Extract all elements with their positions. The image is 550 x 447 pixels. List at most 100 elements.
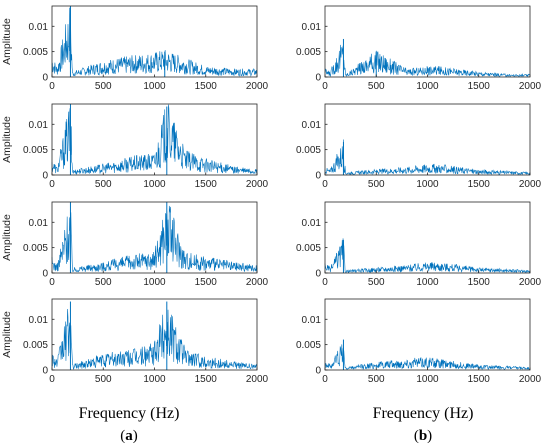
x-tick-label: 500 <box>368 179 385 190</box>
x-tick-label: 500 <box>368 277 385 288</box>
x-tick-label: 0 <box>49 81 55 92</box>
x-tick-label: 1000 <box>143 179 166 190</box>
y-tick-label: 0 <box>42 366 48 377</box>
axes-frame <box>324 298 531 371</box>
x-tick-label: 1000 <box>416 277 439 288</box>
y-tick-label: 0 <box>315 171 321 182</box>
x-tick-label: 0 <box>49 277 55 288</box>
spectrum-line <box>51 6 258 77</box>
y-axis-label: Amplitude <box>1 116 13 163</box>
spectrum-panel-b-1: 0 500 1000 1500 2000 0 0.005 0.01 <box>296 5 542 92</box>
y-tick-label: 0.01 <box>29 218 49 229</box>
spectrum-line <box>324 238 531 274</box>
x-tick-label: 1500 <box>468 179 491 190</box>
x-tick-label: 500 <box>95 277 112 288</box>
x-tick-label: 1000 <box>143 81 166 92</box>
x-tick-label: 500 <box>95 374 112 385</box>
x-tick-label: 500 <box>95 81 112 92</box>
x-tick-label: 1500 <box>195 179 218 190</box>
y-tick-label: 0.005 <box>296 47 321 58</box>
spectrum-line <box>324 139 531 176</box>
y-axis-label: Amplitude <box>1 311 13 358</box>
spectrum-panel-a-1: 0 500 1000 1500 2000 0 0.005 0.01 Amplitude <box>1 5 269 92</box>
y-tick-label: 0.01 <box>302 315 322 326</box>
x-tick-label: 1000 <box>416 179 439 190</box>
y-tick-label: 0.005 <box>296 145 321 156</box>
y-tick-label: 0.005 <box>23 243 48 254</box>
x-tick-label: 500 <box>368 81 385 92</box>
axes-frame <box>51 103 258 176</box>
spectrum-line <box>51 205 258 273</box>
y-tick-label: 0 <box>315 269 321 280</box>
x-tick-label: 1500 <box>195 374 218 385</box>
y-axis-label: Amplitude <box>1 18 13 65</box>
y-tick-label: 0.01 <box>302 218 322 229</box>
x-tick-label: 1000 <box>143 374 166 385</box>
x-tick-label: 0 <box>49 179 55 190</box>
x-tick-label: 500 <box>95 179 112 190</box>
y-tick-label: 0.005 <box>23 47 48 58</box>
spectrum-line <box>51 104 258 176</box>
x-tick-label: 0 <box>322 179 328 190</box>
y-tick-label: 0.005 <box>23 145 48 156</box>
axes-frame <box>324 5 531 78</box>
spectrum-line <box>51 308 258 370</box>
y-tick-label: 0 <box>42 73 48 84</box>
spectrum-peaks <box>69 202 168 273</box>
x-tick-label: 2000 <box>246 179 269 190</box>
x-tick-label: 1000 <box>416 81 439 92</box>
x-tick-label: 1500 <box>468 81 491 92</box>
column-a-panel-label: (a) <box>120 428 138 444</box>
y-tick-label: 0.01 <box>29 120 49 131</box>
spectrum-panel-a-3: 0 500 1000 1500 2000 0 0.005 0.01 Amplitude <box>1 201 269 288</box>
x-tick-label: 1500 <box>195 81 218 92</box>
spectrum-line <box>324 44 531 78</box>
x-tick-label: 1000 <box>416 374 439 385</box>
x-tick-label: 0 <box>322 81 328 92</box>
y-tick-label: 0.01 <box>302 22 322 33</box>
x-tick-label: 0 <box>322 277 328 288</box>
spectrum-panel-b-4: 0 500 1000 1500 2000 0 0.005 0.01 <box>296 298 542 385</box>
spectrum-panel-b-3: 0 500 1000 1500 2000 0 0.005 0.01 <box>296 201 542 288</box>
x-tick-label: 500 <box>368 374 385 385</box>
y-tick-label: 0.005 <box>296 243 321 254</box>
column-b-xlabel: Frequency (Hz) <box>373 405 474 422</box>
spectrum-line <box>324 344 531 371</box>
spectrum-panel-a-2: 0 500 1000 1500 2000 0 0.005 0.01 Amplitude <box>1 103 269 190</box>
x-tick-label: 0 <box>49 374 55 385</box>
y-tick-label: 0 <box>315 73 321 84</box>
x-tick-label: 1500 <box>468 277 491 288</box>
x-tick-label: 2000 <box>519 374 542 385</box>
x-tick-label: 0 <box>322 374 328 385</box>
column-b-panel-label: (b) <box>414 428 432 444</box>
x-tick-label: 2000 <box>519 81 542 92</box>
x-tick-label: 2000 <box>519 179 542 190</box>
spectrum-panel-a-4: 0 500 1000 1500 2000 0 0.005 0.01 Amplitude <box>1 298 269 385</box>
y-tick-label: 0 <box>315 366 321 377</box>
y-tick-label: 0.01 <box>302 120 322 131</box>
column-a-xlabel: Frequency (Hz) <box>79 405 180 422</box>
spectrum-panels: 0 500 1000 1500 2000 0 0.005 0.01 Amplitude 0 500 1… <box>1 5 542 385</box>
axes-frame <box>324 201 531 274</box>
x-tick-label: 1500 <box>195 277 218 288</box>
y-tick-label: 0.005 <box>23 340 48 351</box>
y-tick-label: 0 <box>42 171 48 182</box>
x-tick-label: 2000 <box>246 81 269 92</box>
spectrum-panel-b-2: 0 500 1000 1500 2000 0 0.005 0.01 <box>296 103 542 190</box>
x-tick-label: 1500 <box>468 374 491 385</box>
y-tick-label: 0.01 <box>29 315 49 326</box>
spectrum-peaks <box>69 6 166 77</box>
spectrum-peaks <box>69 301 168 370</box>
axes-frame <box>51 298 258 371</box>
y-tick-label: 0 <box>42 269 48 280</box>
y-axis-label: Amplitude <box>1 214 13 261</box>
axes-frame <box>324 103 531 176</box>
spectrum-peaks <box>342 38 377 77</box>
y-tick-label: 0.005 <box>296 340 321 351</box>
x-tick-label: 1000 <box>143 277 166 288</box>
x-tick-label: 2000 <box>246 374 269 385</box>
y-tick-label: 0.01 <box>29 22 49 33</box>
spectrum-peaks <box>69 104 168 175</box>
x-tick-label: 2000 <box>519 277 542 288</box>
